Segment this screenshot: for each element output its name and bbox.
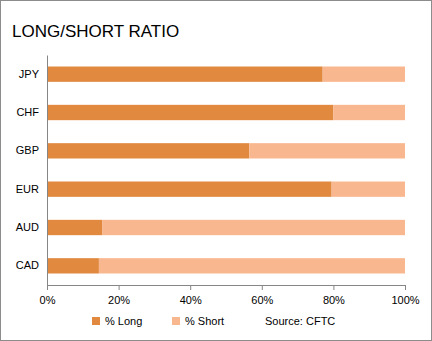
tick: CAD: [16, 259, 47, 271]
tick-label: CHF: [16, 106, 39, 118]
legend-swatch: [92, 317, 100, 325]
tick-mark: [262, 285, 263, 290]
bar: [47, 67, 323, 82]
bar: [47, 220, 102, 235]
tick: 20%: [108, 285, 130, 306]
tick: 60%: [251, 285, 273, 306]
bars: [47, 67, 405, 274]
annotation: Source: CFTC: [265, 315, 335, 327]
legend-item: % Long: [92, 315, 142, 327]
series: [99, 67, 405, 274]
tick: GBP: [16, 144, 47, 156]
tick-label: EUR: [16, 183, 39, 195]
bar: [102, 220, 405, 235]
bar: [332, 182, 405, 197]
bar: [47, 258, 99, 273]
chart-border: [1, 1, 432, 341]
tick-label: JPY: [19, 68, 40, 80]
chart: LONG/SHORT RATIO 0% 20% 40% 60% 80% 100% JPY CHF…: [0, 0, 432, 341]
tick: 100%: [391, 285, 419, 306]
bar: [99, 258, 405, 273]
title: LONG/SHORT RATIO: [12, 22, 179, 41]
tick-label: AUD: [16, 221, 39, 233]
bar: [249, 143, 405, 158]
tick-mark: [405, 285, 406, 290]
bar: [333, 105, 405, 120]
bar: [47, 182, 332, 197]
tick: AUD: [16, 221, 47, 233]
tick-label: 40%: [180, 294, 202, 306]
tick: EUR: [16, 183, 47, 195]
y-axis: JPY CHF GBP EUR AUD CAD: [16, 56, 48, 286]
legend: % Long % Short: [92, 315, 224, 327]
plot: 0% 20% 40% 60% 80% 100% JPY CHF GBP EUR AUD CAD: [16, 56, 420, 307]
tick: 40%: [180, 285, 202, 306]
tick-mark: [119, 285, 120, 290]
tick-label: 80%: [323, 294, 345, 306]
tick-label: 60%: [251, 294, 273, 306]
x-axis-line: [48, 285, 406, 286]
legend-item: % Short: [172, 315, 224, 327]
series: [47, 67, 333, 274]
legend-swatch: [172, 317, 180, 325]
x-axis: 0% 20% 40% 60% 80% 100%: [40, 285, 420, 306]
tick-mark: [190, 285, 191, 290]
tick-label: CAD: [16, 259, 39, 271]
tick: 80%: [323, 285, 345, 306]
tick-label: 0%: [40, 294, 56, 306]
bar: [47, 105, 333, 120]
tick: JPY: [19, 68, 47, 80]
tick-label: 20%: [108, 294, 130, 306]
tick: 0%: [40, 285, 56, 306]
tick-mark: [333, 285, 334, 290]
legend-label: % Long: [105, 315, 142, 327]
bar: [323, 67, 405, 82]
tick-label: GBP: [16, 144, 39, 156]
legend-label: % Short: [185, 315, 224, 327]
y-axis-line: [47, 56, 48, 286]
tick-label: 100%: [391, 294, 419, 306]
bar: [47, 143, 249, 158]
tick-mark: [47, 285, 48, 290]
tick: CHF: [16, 106, 47, 118]
